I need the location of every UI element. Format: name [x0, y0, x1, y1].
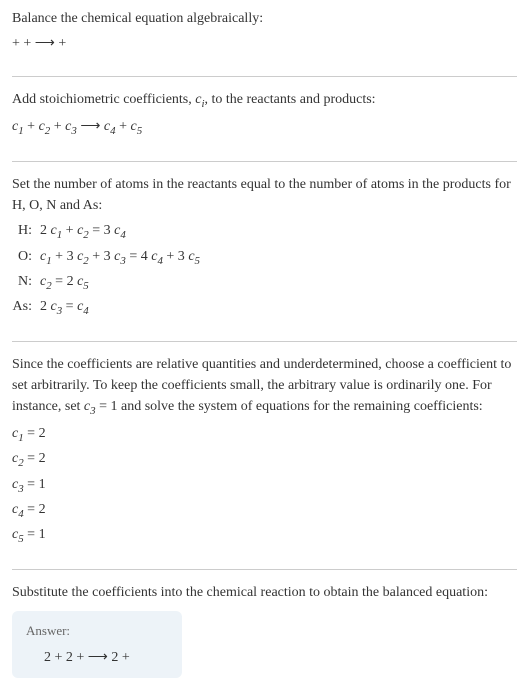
atom-label: As:	[12, 296, 40, 317]
section-answer: Substitute the coefficients into the che…	[12, 582, 517, 678]
eq-p2: +	[50, 119, 65, 134]
section-intro: Balance the chemical equation algebraica…	[12, 8, 517, 68]
divider-1	[12, 76, 517, 77]
atoms-instruction: Set the number of atoms in the reactants…	[12, 174, 517, 216]
answer-equation: 2 + 2 + ⟶ 2 +	[26, 647, 168, 668]
stoich-text-pre: Add stoichiometric coefficients,	[12, 92, 195, 107]
atom-table: H:2 c1 + c2 = 3 c4O:c1 + 3 c2 + 3 c3 = 4…	[12, 220, 517, 319]
coeff-row: c2 = 2	[12, 448, 517, 471]
intro-equation: + + ⟶ +	[12, 33, 517, 54]
stoich-equation: c1 + c2 + c3 ⟶ c4 + c5	[12, 116, 517, 139]
answer-box: Answer: 2 + 2 + ⟶ 2 +	[12, 611, 182, 678]
section-solve: Since the coefficients are relative quan…	[12, 354, 517, 561]
atom-row: H:2 c1 + c2 = 3 c4	[12, 220, 517, 243]
eq-s5: 5	[137, 125, 142, 137]
section-atoms: Set the number of atoms in the reactants…	[12, 174, 517, 333]
stoich-text-post: , to the reactants and products:	[205, 92, 376, 107]
answer-instruction: Substitute the coefficients into the che…	[12, 582, 517, 603]
section-stoich: Add stoichiometric coefficients, ci, to …	[12, 89, 517, 153]
coeff-list: c1 = 2c2 = 2 c3 = 1c4 = 2c5 = 1	[12, 423, 517, 547]
solve-instruction: Since the coefficients are relative quan…	[12, 354, 517, 419]
intro-line1: Balance the chemical equation algebraica…	[12, 8, 517, 29]
eq-p1: +	[24, 119, 39, 134]
divider-2	[12, 161, 517, 162]
atom-row: N:c2 = 2 c5	[12, 271, 517, 294]
atom-equation: 2 c1 + c2 = 3 c4	[40, 220, 126, 243]
eq-p4: +	[116, 119, 131, 134]
answer-label: Answer:	[26, 621, 168, 641]
atom-row: As:2 c3 = c4	[12, 296, 517, 319]
atom-row: O:c1 + 3 c2 + 3 c3 = 4 c4 + 3 c5	[12, 246, 517, 269]
atom-label: H:	[12, 220, 40, 241]
divider-3	[12, 341, 517, 342]
coeff-row: c1 = 2	[12, 423, 517, 446]
stoich-instruction: Add stoichiometric coefficients, ci, to …	[12, 89, 517, 112]
coeff-row: c4 = 2	[12, 499, 517, 522]
atom-label: O:	[12, 246, 40, 267]
atom-equation: c1 + 3 c2 + 3 c3 = 4 c4 + 3 c5	[40, 246, 200, 269]
atom-label: N:	[12, 271, 40, 292]
coeff-row: c3 = 1	[12, 474, 517, 497]
eq-arrow: ⟶	[77, 119, 104, 134]
solve-text-b: = 1 and solve the system of equations fo…	[96, 399, 483, 414]
atom-equation: 2 c3 = c4	[40, 296, 89, 319]
atom-equation: c2 = 2 c5	[40, 271, 89, 294]
divider-4	[12, 569, 517, 570]
coeff-row: c5 = 1	[12, 524, 517, 547]
